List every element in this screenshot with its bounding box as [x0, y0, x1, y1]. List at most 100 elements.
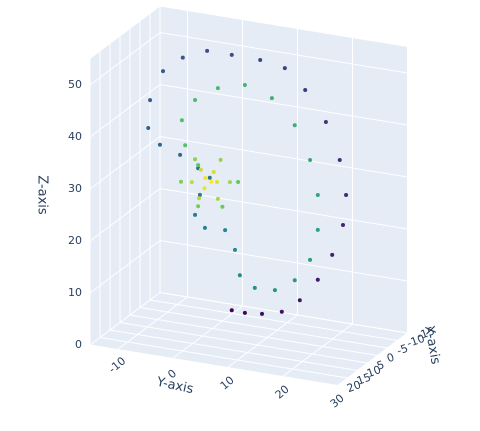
grid-line — [89, 344, 338, 386]
point — [215, 196, 220, 201]
point — [179, 179, 183, 184]
point — [242, 83, 247, 88]
z-tick-label: 0 — [75, 338, 82, 351]
grid-line — [129, 314, 378, 356]
z-tick-label: 30 — [68, 182, 82, 195]
point — [258, 57, 263, 62]
point — [227, 180, 232, 185]
point — [308, 257, 313, 262]
grid-line — [117, 296, 188, 350]
point — [330, 252, 335, 257]
point — [308, 158, 313, 163]
point — [315, 227, 320, 232]
x-tick-label: 10 — [365, 363, 383, 380]
grid-line — [89, 32, 161, 86]
point — [223, 228, 228, 233]
point — [292, 278, 297, 283]
point — [161, 69, 165, 74]
point — [220, 204, 225, 209]
point — [292, 123, 297, 128]
point — [178, 152, 183, 157]
point — [303, 88, 308, 93]
grid-line — [337, 332, 408, 386]
y-tick-label: 30 — [328, 392, 347, 411]
x-tick-label: 15 — [355, 371, 373, 388]
point — [282, 66, 287, 71]
floor — [90, 292, 408, 386]
x-tick-label: -15 — [415, 324, 436, 342]
point — [260, 311, 264, 316]
point — [272, 288, 277, 293]
point — [215, 86, 220, 91]
point — [179, 118, 184, 123]
point — [196, 163, 201, 168]
grid-line — [227, 314, 298, 368]
grid-line — [99, 337, 348, 379]
point — [146, 126, 151, 131]
point — [229, 52, 234, 57]
point — [233, 247, 237, 252]
grid-line — [139, 307, 388, 349]
x-tick-label: 5 — [375, 358, 386, 373]
grid-line — [159, 240, 408, 282]
grid-line — [89, 188, 161, 242]
grid-line — [89, 292, 161, 346]
point — [242, 310, 247, 315]
point — [218, 157, 223, 162]
point — [148, 98, 153, 103]
point — [193, 212, 198, 217]
point — [202, 225, 207, 230]
point — [229, 308, 234, 313]
point — [211, 170, 216, 175]
grid-line — [119, 322, 368, 364]
point — [203, 176, 208, 181]
point — [198, 167, 203, 172]
x-tick-label: -10 — [405, 332, 426, 350]
point — [196, 204, 201, 209]
point — [236, 179, 241, 184]
point — [183, 143, 188, 148]
y-tick-label: 20 — [273, 383, 292, 402]
point — [193, 97, 198, 102]
point — [252, 285, 257, 290]
point — [279, 309, 284, 314]
grid-line — [159, 292, 408, 334]
x-tick-label: -5 — [395, 342, 410, 358]
left-wall — [90, 6, 160, 345]
x-tick-label: 20 — [345, 378, 363, 395]
grid-line — [89, 136, 161, 190]
point — [180, 55, 185, 60]
grid-line — [159, 136, 408, 178]
x-axis-title: X-axis — [421, 324, 443, 365]
z-axis-title: Z-axis — [35, 175, 50, 215]
point — [269, 96, 274, 101]
y-tick-label: -10 — [106, 354, 128, 376]
z-tick-label: 40 — [68, 130, 82, 143]
point — [207, 175, 212, 180]
point — [237, 273, 242, 278]
point — [323, 120, 328, 125]
point — [315, 277, 320, 282]
point — [157, 142, 162, 147]
grid-line — [149, 299, 398, 341]
point — [315, 192, 320, 197]
point — [197, 196, 201, 201]
grid-line — [282, 323, 353, 377]
point — [215, 179, 219, 184]
back-wall — [160, 6, 408, 333]
point — [197, 192, 202, 197]
grid-line — [89, 240, 161, 294]
point — [341, 223, 345, 228]
point — [297, 298, 302, 303]
x-tick-label: 0 — [385, 351, 396, 366]
point — [209, 179, 214, 184]
point — [193, 157, 198, 162]
grid-line — [89, 84, 161, 138]
y-tick-label: 10 — [218, 374, 237, 393]
point — [337, 157, 342, 162]
grid-line — [109, 329, 358, 371]
point — [202, 186, 207, 191]
z-tick-label: 10 — [68, 286, 82, 299]
grid-line — [159, 84, 408, 126]
